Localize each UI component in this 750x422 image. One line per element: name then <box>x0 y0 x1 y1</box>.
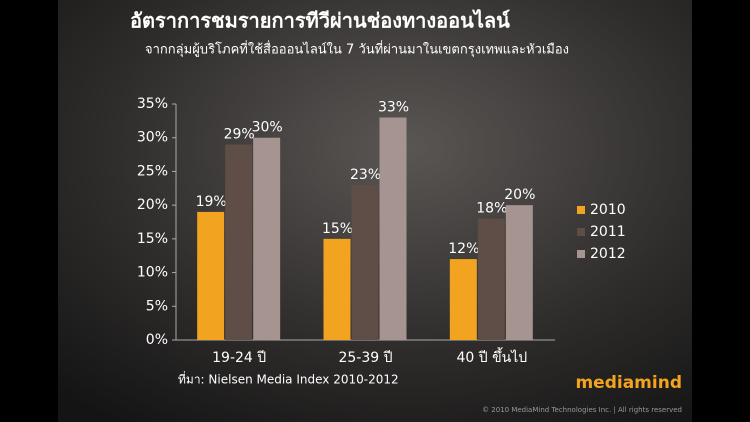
y-tick-label: 30% <box>137 130 168 146</box>
legend-swatch <box>577 250 585 258</box>
chart-title: อัตราการชมรายการทีวีผ่านช่องทางออนไลน์ <box>130 9 510 33</box>
y-tick-label: 15% <box>137 231 168 247</box>
y-tick-label: 10% <box>137 265 168 281</box>
legend-swatch <box>577 206 585 214</box>
y-tick-label: 5% <box>146 298 168 314</box>
value-label: 30% <box>252 120 283 136</box>
chart-subtitle: จากกลุ่มผู้บริโภคที่ใช้สื่อออนไลน์ใน 7 ว… <box>145 41 569 58</box>
value-label: 12% <box>448 241 479 257</box>
bar <box>379 117 407 340</box>
bar <box>323 238 351 340</box>
y-tick-label: 20% <box>137 197 168 213</box>
bar <box>197 211 225 340</box>
x-tick-label: 19-24 ปี <box>212 350 266 366</box>
legend-label: 2010 <box>590 202 626 218</box>
logo: mediamind <box>575 373 682 393</box>
y-tick-label: 35% <box>137 96 168 112</box>
x-tick-label: 40 ปี ขึ้นไป <box>456 347 527 366</box>
bar <box>351 184 379 340</box>
value-label: 23% <box>350 167 381 183</box>
legend-label: 2012 <box>590 246 626 262</box>
value-label: 29% <box>224 126 255 142</box>
bar <box>253 137 281 340</box>
value-label: 15% <box>322 221 353 237</box>
bar <box>449 259 477 340</box>
value-label: 20% <box>504 187 535 203</box>
bar <box>477 218 505 340</box>
value-label: 19% <box>196 194 227 210</box>
copyright: © 2010 MediaMind Technologies Inc. | All… <box>482 406 682 414</box>
y-tick-label: 0% <box>146 332 168 348</box>
bar <box>225 144 253 340</box>
source-note: ที่มา: Nielsen Media Index 2010-2012 <box>178 371 399 387</box>
legend-label: 2011 <box>590 224 626 240</box>
value-label: 18% <box>476 201 507 217</box>
value-label: 33% <box>378 99 409 115</box>
x-tick-label: 25-39 ปี <box>338 350 392 366</box>
y-tick-label: 25% <box>137 163 168 179</box>
legend-swatch <box>577 228 585 236</box>
bar <box>505 205 533 340</box>
